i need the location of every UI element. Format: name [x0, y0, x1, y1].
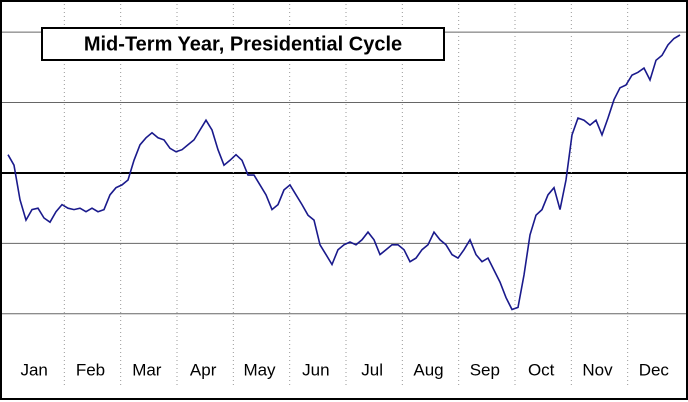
x-tick-label: Apr	[190, 360, 217, 379]
x-tick-label: Feb	[76, 360, 105, 379]
x-tick-label: May	[243, 360, 276, 379]
title-box	[41, 27, 445, 61]
line	[7, 34, 681, 311]
plot	[7, 34, 681, 311]
x-tick-label: Nov	[582, 360, 613, 379]
chart-title: Mid-Term Year, Presidential Cycle	[84, 33, 402, 55]
x-tick-label: Aug	[413, 360, 443, 379]
x-tick-label: Sep	[470, 360, 500, 379]
x-tick-label: Jan	[20, 360, 47, 379]
x-tick-label: Jun	[302, 360, 329, 379]
x-tick-label: Oct	[528, 360, 555, 379]
x-tick-label: Mar	[132, 360, 162, 379]
x-tick-label: Jul	[361, 360, 383, 379]
x-tick-label: Dec	[639, 360, 670, 379]
